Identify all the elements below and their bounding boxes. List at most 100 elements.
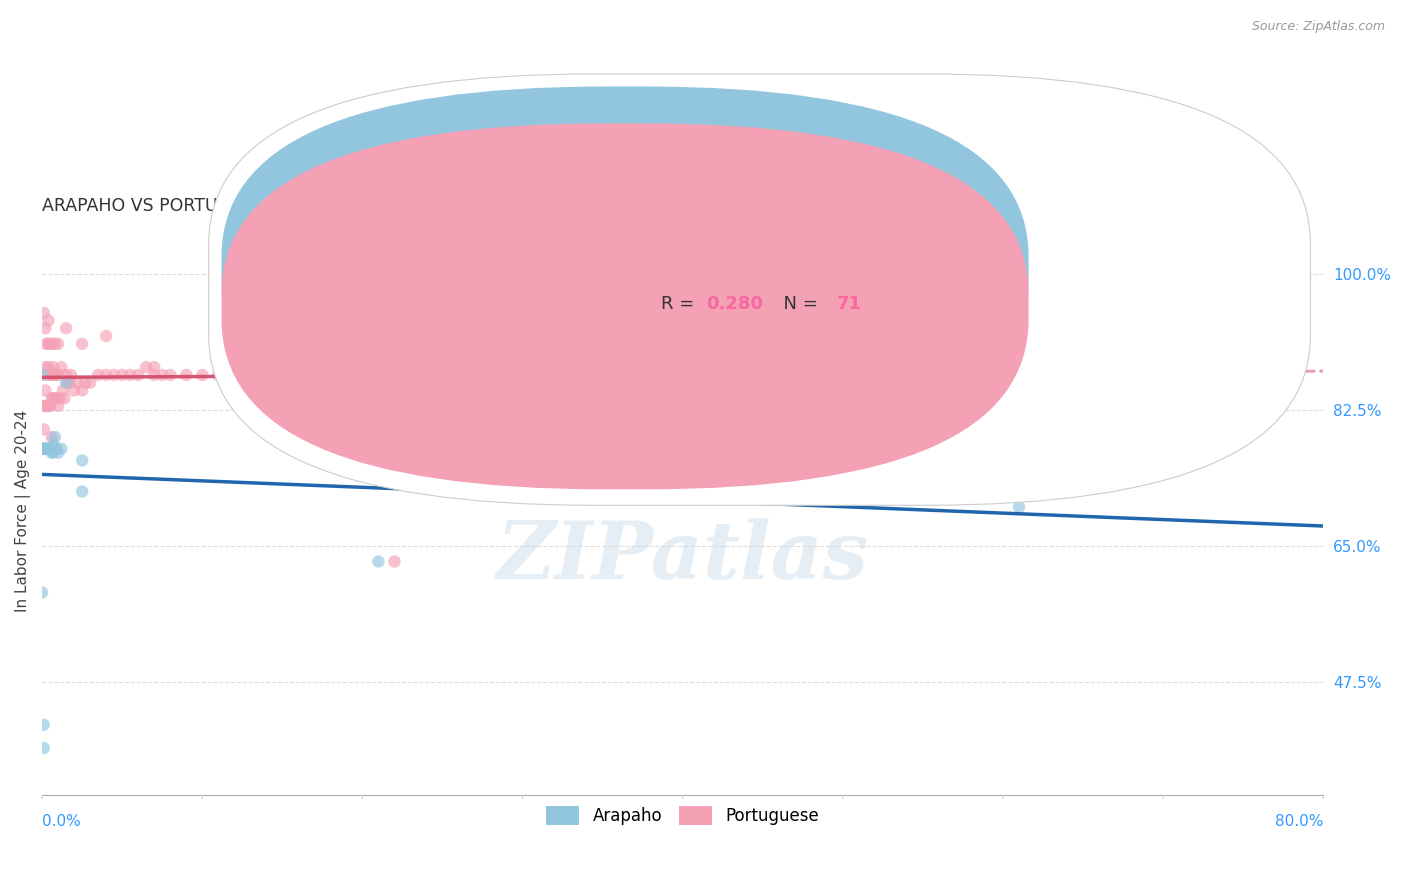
Point (70, 453, 93, 467)
Point (44, 391, 66, 405)
Text: 80.0%: 80.0% (1275, 814, 1323, 830)
Text: 0.039: 0.039 (706, 258, 762, 276)
Point (352, 352, 374, 367)
Point (42, 438, 65, 452)
Point (38, 313, 60, 327)
Text: ARAPAHO VS PORTUGUESE IN LABOR FORCE | AGE 20-24 CORRELATION CHART: ARAPAHO VS PORTUGUESE IN LABOR FORCE | A… (42, 196, 733, 215)
Point (70, 484, 93, 499)
Point (66, 376, 89, 390)
Text: R =: R = (661, 295, 700, 313)
Point (271, 368, 294, 382)
Point (135, 360, 157, 375)
Point (1008, 500, 1031, 514)
Point (32, 422, 55, 436)
Point (41, 368, 63, 382)
Point (319, 360, 342, 375)
Point (367, 554, 389, 568)
Point (96, 329, 118, 343)
Point (42, 391, 65, 405)
Point (640, 360, 662, 375)
Point (120, 368, 142, 382)
Point (415, 360, 437, 375)
Point (34, 442, 56, 456)
Point (224, 360, 246, 375)
Point (239, 368, 262, 382)
Point (48, 391, 70, 405)
Point (254, 336, 277, 351)
Point (191, 368, 214, 382)
Point (592, 360, 614, 375)
Point (42, 360, 65, 375)
Point (46, 445, 69, 459)
Point (38, 360, 60, 375)
Point (34, 399, 56, 413)
Point (35, 336, 58, 351)
Point (38, 442, 60, 456)
Y-axis label: In Labor Force | Age 20-24: In Labor Force | Age 20-24 (15, 409, 31, 612)
Point (254, 368, 277, 382)
Point (174, 368, 197, 382)
Text: Source: ZipAtlas.com: Source: ZipAtlas.com (1251, 20, 1385, 33)
Point (58, 376, 80, 390)
FancyBboxPatch shape (222, 87, 1029, 452)
Point (720, 360, 742, 375)
Point (150, 368, 173, 382)
Point (32, 442, 55, 456)
Point (32, 442, 55, 456)
Point (32, 442, 55, 456)
Point (46, 336, 69, 351)
Point (44, 336, 66, 351)
Point (51, 442, 73, 456)
Point (41, 336, 63, 351)
Point (32, 741, 55, 756)
Point (34, 360, 56, 375)
Text: N =: N = (772, 258, 824, 276)
Point (127, 368, 149, 382)
Point (41, 391, 63, 405)
FancyBboxPatch shape (208, 74, 1310, 505)
Point (207, 368, 229, 382)
Point (38, 399, 60, 413)
Point (34, 384, 56, 398)
Point (304, 368, 326, 382)
Text: ZIPatlas: ZIPatlas (496, 517, 869, 595)
Point (39, 442, 62, 456)
Point (44, 430, 66, 444)
Point (35, 442, 58, 456)
Text: 71: 71 (837, 295, 862, 313)
Point (287, 368, 309, 382)
Point (70, 336, 93, 351)
Point (63, 384, 86, 398)
Point (367, 473, 389, 487)
Point (41, 445, 63, 459)
Point (384, 554, 406, 568)
Point (143, 360, 166, 375)
Point (45, 368, 67, 382)
Point (543, 360, 565, 375)
Text: 24: 24 (837, 258, 862, 276)
Point (55, 368, 77, 382)
Point (143, 368, 166, 382)
Point (39, 336, 62, 351)
Text: 0.280: 0.280 (706, 295, 763, 313)
Point (39, 368, 62, 382)
Point (447, 360, 470, 375)
Point (51, 360, 73, 375)
Point (384, 368, 406, 382)
Point (45, 442, 67, 456)
Point (35, 336, 58, 351)
Point (35, 442, 58, 456)
Point (35, 399, 58, 413)
Point (39, 399, 62, 413)
Point (32, 306, 55, 320)
Point (34, 442, 56, 456)
Point (31, 368, 53, 382)
Point (34, 442, 56, 456)
Point (32, 717, 55, 731)
Point (87, 368, 110, 382)
Point (96, 368, 118, 382)
Point (159, 368, 181, 382)
Point (34, 321, 56, 335)
Point (75, 376, 97, 390)
Point (31, 585, 53, 599)
